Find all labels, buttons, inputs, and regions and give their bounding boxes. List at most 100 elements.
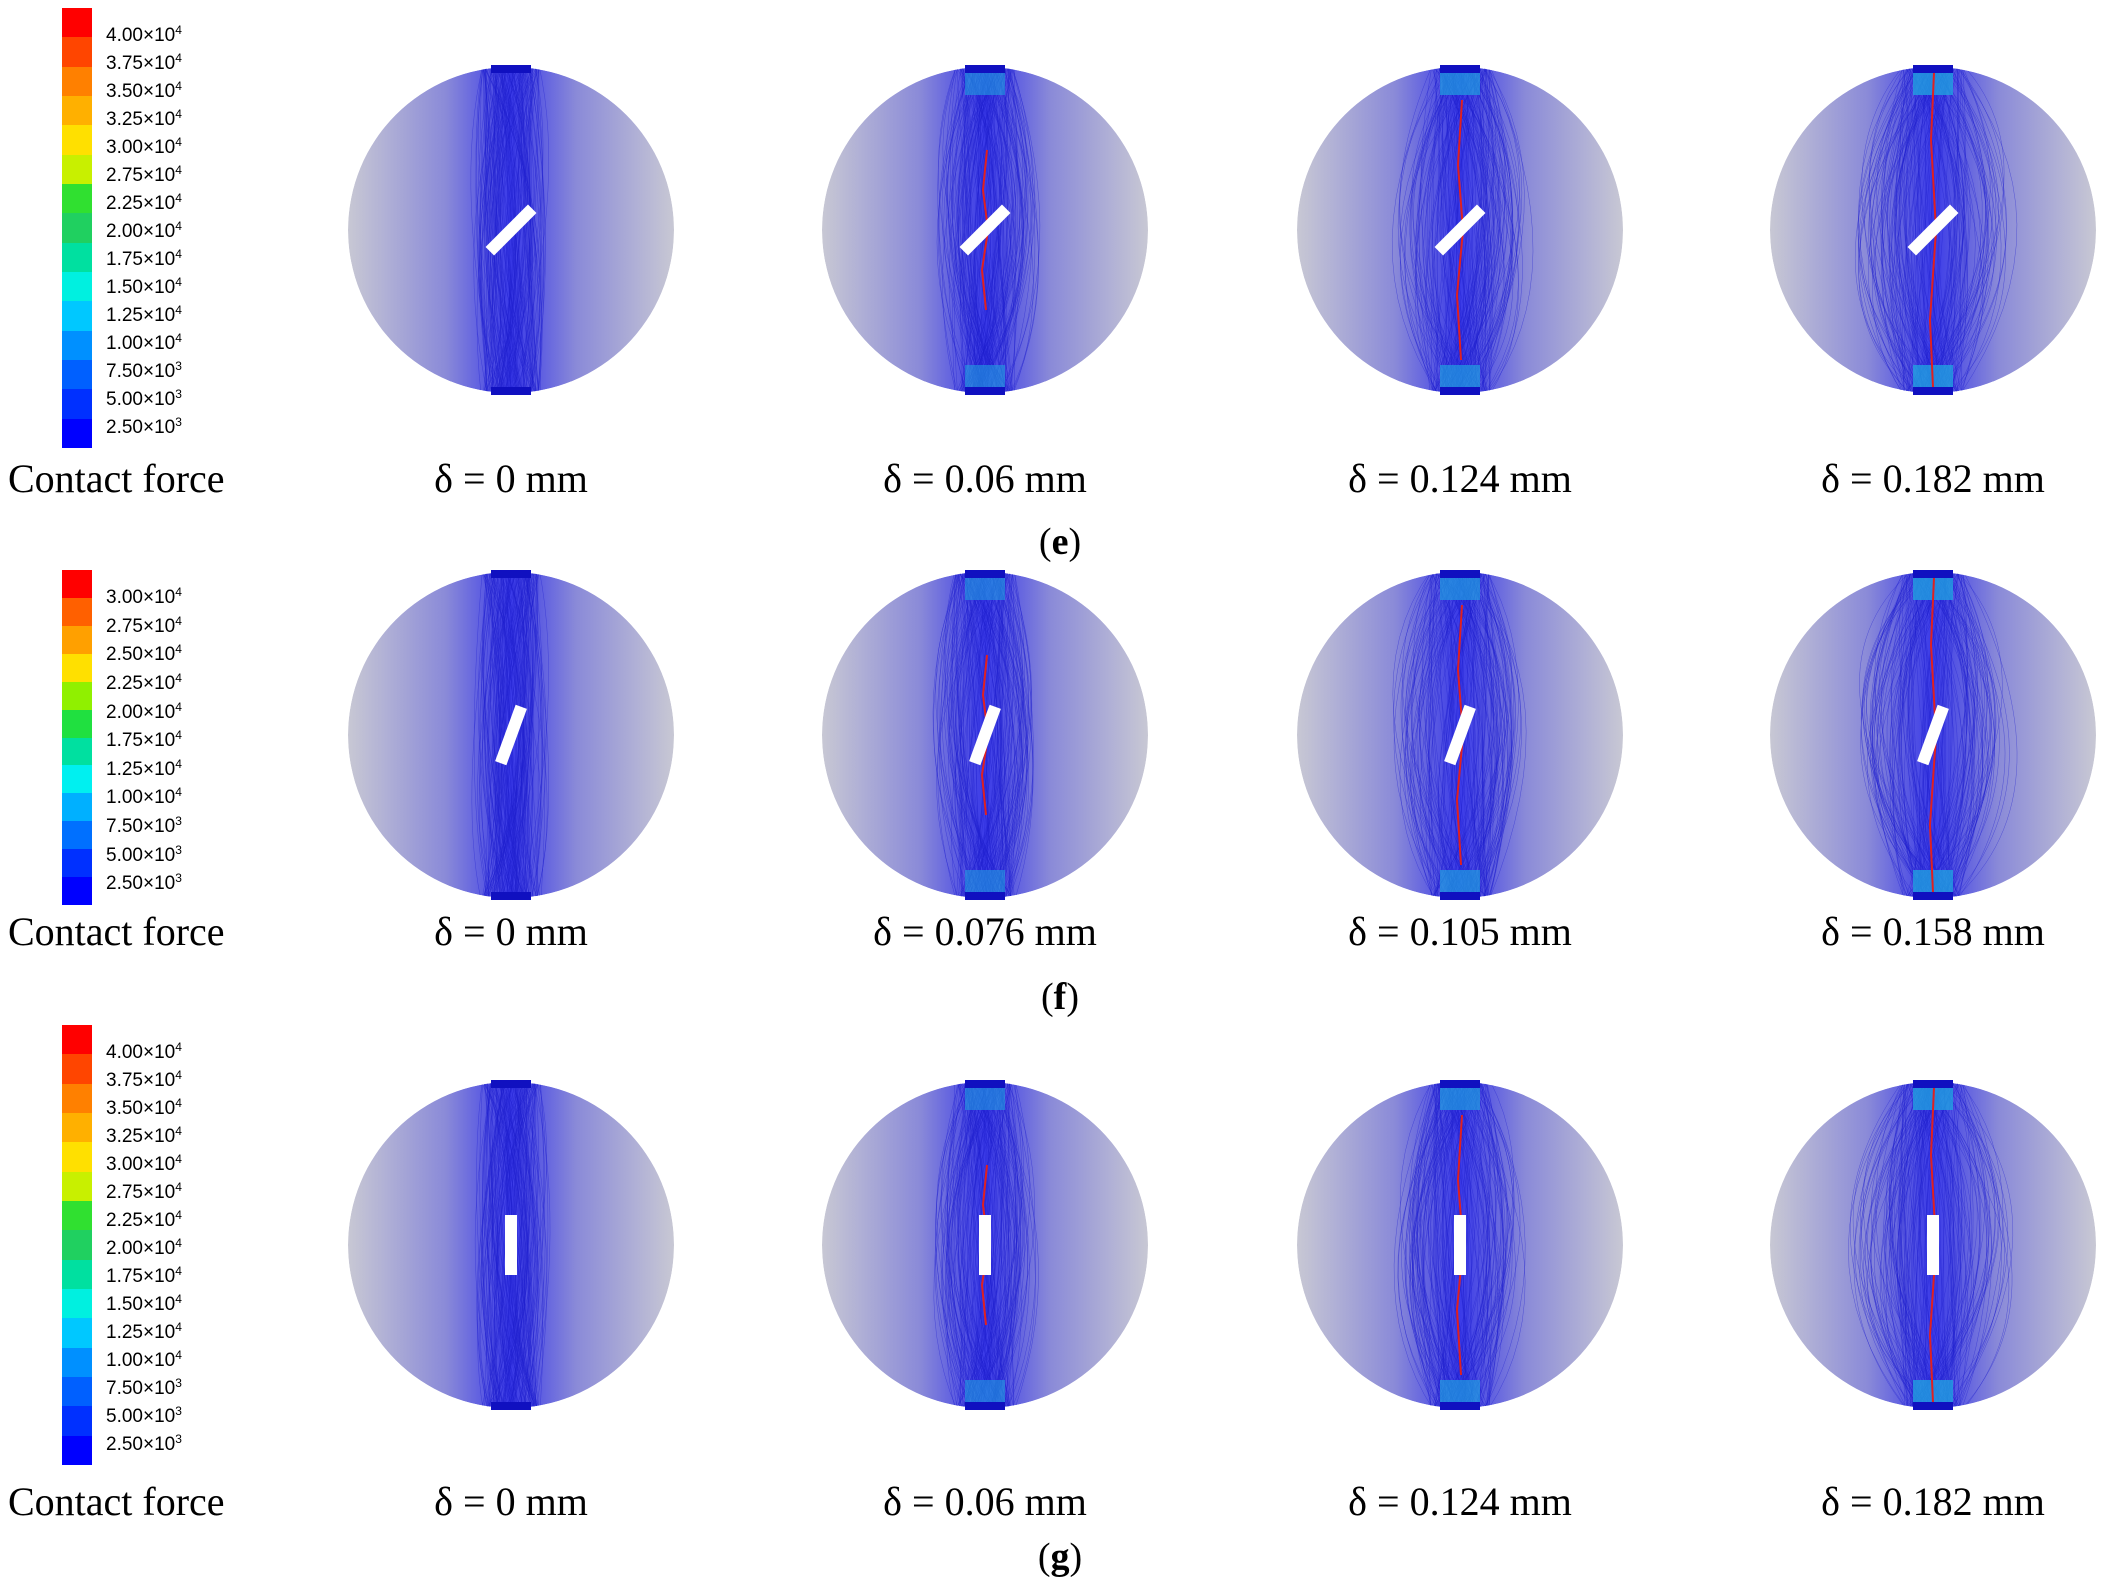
legend-swatch — [62, 1406, 92, 1437]
legend-tick-label: 7.50×103 — [106, 1376, 182, 1399]
legend-swatch — [62, 877, 92, 906]
legend-swatch — [62, 213, 92, 244]
displacement-caption: δ = 0.124 mm — [1348, 456, 1572, 501]
legend-swatch — [62, 793, 92, 822]
legend-swatch — [62, 1259, 92, 1290]
legend-swatch — [62, 1142, 92, 1173]
legend-swatch — [62, 272, 92, 302]
specimen-disc-panel — [1295, 1080, 1625, 1410]
displacement-caption: δ = 0.06 mm — [883, 456, 1087, 501]
legend-tick-label: 7.50×103 — [106, 814, 182, 838]
legend-swatch — [62, 1377, 92, 1407]
legend-swatch — [62, 849, 92, 878]
legend-swatch — [62, 8, 92, 38]
legend-swatch — [62, 154, 92, 185]
legend-tick-label: 1.00×104 — [106, 1348, 182, 1371]
legend-tick-label: 3.75×104 — [106, 51, 182, 74]
legend-swatch — [62, 184, 92, 214]
legend-tick-label: 2.75×104 — [106, 163, 182, 186]
legend-tick-label: 1.00×104 — [106, 331, 182, 354]
legend-swatch — [62, 360, 92, 390]
legend-swatch — [62, 709, 92, 738]
legend-tick-label: 4.00×104 — [106, 1040, 182, 1063]
legend-swatch — [62, 653, 92, 683]
legend-swatch — [62, 1347, 92, 1378]
subfigure-label: (e) — [1038, 521, 1082, 563]
legend-tick-label: 4.00×104 — [106, 23, 182, 46]
legend-tick-label: 3.75×104 — [106, 1068, 182, 1091]
displacement-caption: δ = 0.182 mm — [1821, 1479, 2045, 1524]
specimen-disc-panel — [1768, 1080, 2098, 1410]
legend-swatch — [62, 681, 92, 711]
legend-tick-label: 5.00×103 — [106, 842, 182, 866]
legend-tick-label: 2.00×104 — [106, 219, 182, 242]
displacement-caption: δ = 0 mm — [434, 909, 588, 954]
displacement-caption: δ = 0.124 mm — [1348, 1479, 1572, 1524]
legend-swatch — [62, 765, 92, 794]
legend-tick-label: 1.25×104 — [106, 1320, 182, 1343]
legend-swatch — [62, 37, 92, 68]
displacement-caption: δ = 0.076 mm — [873, 909, 1097, 954]
specimen-disc-panel — [1295, 65, 1625, 395]
legend-swatch — [62, 737, 92, 766]
legend-swatch — [62, 242, 92, 273]
row-label: Contact force — [8, 909, 225, 954]
legend-tick-label: 2.75×104 — [106, 1180, 182, 1203]
subfigure-label: (f) — [1041, 976, 1079, 1018]
legend-tick-label: 2.50×104 — [106, 642, 182, 666]
legend-swatch — [62, 301, 92, 332]
specimen-disc-panel — [346, 570, 676, 900]
displacement-caption: δ = 0 mm — [434, 1479, 588, 1524]
legend-swatch — [62, 1230, 92, 1261]
legend-tick-label: 2.00×104 — [106, 1236, 182, 1259]
legend-tick-label: 1.25×104 — [106, 303, 182, 326]
displacement-caption: δ = 0.182 mm — [1821, 456, 2045, 501]
specimen-disc-panel — [346, 1080, 676, 1410]
legend-tick-label: 5.00×103 — [106, 387, 182, 410]
displacement-caption: δ = 0.105 mm — [1348, 909, 1572, 954]
specimen-disc-panel — [820, 570, 1150, 900]
row-label: Contact force — [8, 1479, 225, 1524]
legend-swatch — [62, 1113, 92, 1143]
legend-swatch — [62, 330, 92, 361]
legend-tick-label: 1.75×104 — [106, 728, 182, 752]
legend-swatch — [62, 1289, 92, 1319]
legend-tick-label: 2.25×104 — [106, 191, 182, 214]
legend-swatch — [62, 96, 92, 126]
legend-swatch — [62, 125, 92, 156]
legend-tick-label: 1.75×104 — [106, 247, 182, 270]
legend-swatch — [62, 389, 92, 420]
displacement-caption: δ = 0.158 mm — [1821, 909, 2045, 954]
legend-swatch — [62, 821, 92, 850]
legend-tick-label: 2.00×104 — [106, 699, 182, 723]
legend-swatch — [62, 570, 92, 599]
legend-tick-label: 5.00×103 — [106, 1404, 182, 1427]
legend-tick-label: 1.50×104 — [106, 1292, 182, 1315]
legend-tick-label: 1.50×104 — [106, 275, 182, 298]
legend-tick-label: 2.75×104 — [106, 613, 182, 637]
legend-tick-label: 1.25×104 — [106, 756, 182, 780]
legend-tick-label: 3.50×104 — [106, 79, 182, 102]
legend-tick-label: 3.25×104 — [106, 107, 182, 130]
legend-tick-label: 2.50×103 — [106, 1432, 182, 1455]
legend-tick-label: 7.50×103 — [106, 359, 182, 382]
displacement-caption: δ = 0.06 mm — [883, 1479, 1087, 1524]
legend-tick-label: 2.50×103 — [106, 871, 182, 895]
legend-swatch — [62, 1435, 92, 1466]
legend-swatch — [62, 1025, 92, 1055]
legend-swatch — [62, 1201, 92, 1231]
legend-tick-label: 3.00×104 — [106, 135, 182, 158]
legend-swatch — [62, 1054, 92, 1085]
legend-swatch — [62, 597, 92, 627]
legend-swatch — [62, 1171, 92, 1202]
legend-tick-label: 2.25×104 — [106, 1208, 182, 1231]
subfigure-label: (g) — [1037, 1536, 1083, 1578]
legend-tick-label: 2.50×103 — [106, 415, 182, 438]
legend-swatch — [62, 1083, 92, 1114]
specimen-disc-panel — [1768, 65, 2098, 395]
specimen-disc-panel — [820, 1080, 1150, 1410]
legend-tick-label: 3.25×104 — [106, 1124, 182, 1147]
row-label: Contact force — [8, 456, 225, 501]
legend-swatch — [62, 418, 92, 449]
legend-tick-label: 3.50×104 — [106, 1096, 182, 1119]
